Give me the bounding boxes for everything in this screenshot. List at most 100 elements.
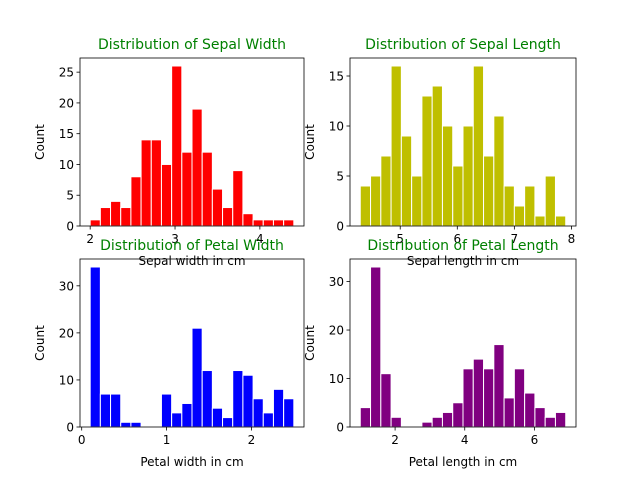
histogram-bar (544, 416, 556, 428)
histogram-bar (554, 411, 567, 428)
histogram-bar (171, 65, 183, 227)
histogram-bar (493, 344, 505, 428)
histogram-bar (524, 185, 536, 227)
y-tick-label: 0 (336, 421, 344, 435)
histogram-bar (462, 125, 474, 227)
x-tick-label: 1 (163, 433, 171, 447)
histogram-bar (140, 139, 152, 227)
histogram-bar (441, 125, 454, 227)
y-tick-label: 10 (329, 120, 344, 134)
chart-panel-4: 2 4 6 0 10 20 30 Count Petal length in cm Distrib… (303, 238, 577, 469)
histogram-bar (242, 374, 254, 428)
histogram-bar (89, 266, 101, 428)
histogram-bar (370, 266, 382, 428)
histogram-bar (390, 416, 402, 428)
histogram-bar (513, 368, 526, 428)
chart-title: Distribution of Sepal Width (98, 37, 286, 53)
histogram-bar (421, 421, 433, 428)
histogram-bar (370, 175, 382, 227)
histogram-bar (359, 185, 372, 227)
x-tick-label: 0 (78, 433, 86, 447)
y-tick-label: 0 (336, 220, 344, 234)
histogram-bar (211, 188, 224, 227)
histogram-bar (513, 205, 526, 227)
x-axis-label: Petal length in cm (409, 455, 518, 469)
histogram-bar (503, 397, 515, 428)
x-tick-label: 7 (511, 232, 519, 246)
axes-frame (79, 57, 305, 227)
histogram-bar (452, 402, 464, 428)
axes-frame (79, 258, 305, 428)
histogram-bar (283, 219, 295, 227)
histogram-bar (272, 219, 285, 227)
histogram-bar (99, 207, 112, 227)
histogram-bar (201, 370, 213, 428)
chart-title: Distribution of Petal Width (100, 238, 284, 254)
histogram-bar (534, 215, 546, 227)
histogram-bar (359, 407, 372, 428)
y-axis-label: Count (33, 124, 47, 160)
histogram-bar (110, 393, 122, 428)
histogram-bar (130, 176, 142, 227)
histogram-bar (544, 175, 556, 227)
histogram-bar (462, 368, 474, 428)
histogram-bar (120, 207, 132, 227)
histogram-bar (242, 213, 254, 227)
histogram-bar (483, 368, 495, 428)
histogram-bar (524, 392, 536, 428)
y-tick-label: 0 (66, 220, 74, 234)
y-tick-label: 20 (59, 326, 74, 340)
y-axis-label: Count (303, 124, 317, 160)
histogram-bar (554, 215, 567, 227)
histogram-bar (390, 65, 402, 227)
histogram-bar (99, 393, 112, 428)
histogram-bar (160, 163, 173, 227)
histogram-bar (452, 165, 464, 227)
y-tick-label: 10 (59, 158, 74, 172)
y-tick-label: 15 (59, 127, 74, 141)
y-axis-label: Count (33, 325, 47, 361)
histogram-bar (380, 373, 392, 428)
histogram-bar (431, 416, 443, 428)
histogram-bar (431, 85, 443, 227)
y-tick-label: 25 (59, 66, 74, 80)
x-axis-label: Sepal width in cm (138, 254, 245, 268)
y-tick-label: 10 (59, 373, 74, 387)
y-tick-label: 30 (329, 275, 344, 289)
histogram-bar (150, 139, 162, 227)
histogram-bar (201, 151, 213, 227)
histogram-bar (181, 151, 193, 227)
histogram-bar (171, 412, 183, 428)
histogram-bar (503, 185, 515, 227)
y-tick-label: 5 (66, 189, 74, 203)
histogram-bar (483, 155, 495, 227)
histogram-bar (534, 407, 546, 428)
x-tick-label: 5 (396, 232, 404, 246)
x-tick-label: 6 (531, 433, 539, 447)
y-tick-label: 30 (59, 279, 74, 293)
y-axis-label: Count (303, 325, 317, 361)
histogram-bar (283, 398, 295, 428)
histogram-bar (232, 370, 244, 428)
histogram-bar (252, 219, 264, 227)
axes-frame (349, 57, 577, 227)
y-tick-label: 10 (329, 372, 344, 386)
histogram-bar (130, 421, 142, 428)
histogram-bar (191, 327, 203, 428)
x-tick-label: 2 (248, 433, 256, 447)
x-tick-label: 6 (453, 232, 461, 246)
y-tick-label: 20 (59, 96, 74, 110)
histogram-bar (380, 155, 392, 227)
histogram-bar (472, 65, 485, 227)
y-tick-label: 20 (329, 324, 344, 338)
histogram-bar (400, 135, 413, 227)
histogram-bar (110, 200, 122, 227)
histogram-bar (421, 95, 433, 227)
x-tick-label: 2 (86, 232, 94, 246)
histogram-bar (441, 411, 454, 428)
histogram-bar (411, 175, 423, 227)
histogram-bar (472, 358, 485, 428)
